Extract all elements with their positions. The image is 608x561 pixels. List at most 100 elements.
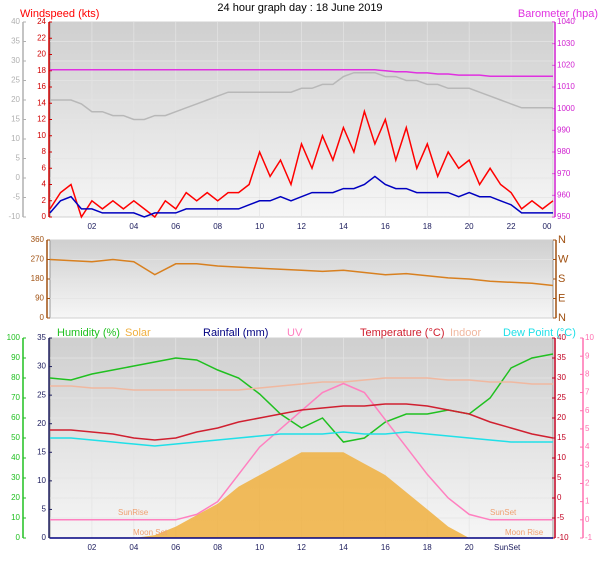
y-tick-label: 0 [40, 313, 45, 322]
y-tick-label: 35 [37, 333, 46, 342]
y-tick-label: 100 [7, 333, 21, 342]
y-tick-label: 8 [42, 147, 47, 156]
y-tick-label: 20 [37, 419, 46, 428]
y-tick-label: 1020 [557, 60, 575, 69]
y-tick-label: 35 [557, 353, 566, 362]
y-tick-label: 25 [37, 390, 46, 399]
x-tick-label: 06 [171, 543, 180, 552]
legend-entry: Solar [125, 327, 151, 339]
x-tick-label: 08 [213, 222, 222, 231]
y-tick-label: E [558, 292, 565, 304]
y-tick-label: 25 [11, 76, 20, 85]
legend-entry: Humidity (%) [57, 327, 120, 339]
y-tick-label: 20 [11, 493, 20, 502]
series-line [50, 377, 553, 391]
y-tick-label: 40 [11, 453, 20, 462]
legend-entry: Barometer (hpa) [518, 8, 598, 20]
series-line [50, 68, 553, 77]
y-tick-label: 40 [557, 333, 566, 342]
series-line [50, 403, 554, 441]
x-tick-label: 02 [87, 222, 96, 231]
y-tick-label: 10 [37, 131, 46, 140]
y-tick-label: 10 [37, 476, 46, 485]
y-tick-label: 3 [585, 460, 590, 469]
x-tick-label: 20 [465, 222, 474, 231]
y-tick-label: 2 [42, 196, 47, 205]
series-line [50, 431, 553, 447]
annotation: SunSet [494, 543, 521, 552]
y-tick-label: 5 [585, 424, 590, 433]
legend-entry: Rainfall (mm) [203, 327, 268, 339]
y-tick-label: 980 [557, 147, 571, 156]
y-tick-label: 360 [31, 235, 45, 244]
y-tick-label: 20 [11, 95, 20, 104]
y-tick-label: 18 [37, 66, 46, 75]
x-tick-label: 00 [543, 222, 552, 231]
y-tick-label: 1030 [557, 39, 575, 48]
annotation: Moon Rise [505, 528, 544, 537]
y-tick-label: 60 [11, 413, 20, 422]
y-tick-label: 1000 [557, 104, 575, 113]
y-tick-label: 10 [557, 453, 566, 462]
y-tick-label: -10 [557, 533, 569, 542]
y-tick-label: 30 [37, 362, 46, 371]
legend-entry: UV [287, 327, 303, 339]
y-tick-label: 1010 [557, 82, 575, 91]
y-tick-label: 10 [585, 333, 594, 342]
x-tick-label: 06 [171, 222, 180, 231]
y-tick-label: 1 [585, 497, 590, 506]
y-tick-label: -5 [13, 193, 21, 202]
y-tick-label: W [558, 253, 569, 265]
y-tick-label: S [558, 273, 565, 285]
legend-entry: Temperature (°C) [360, 327, 444, 339]
y-tick-label: 30 [11, 56, 20, 65]
x-tick-label: 20 [465, 543, 474, 552]
y-tick-label: N [558, 234, 566, 246]
y-tick-label: 24 [37, 17, 46, 26]
x-tick-label: 22 [507, 222, 516, 231]
series-line [49, 175, 553, 218]
y-tick-label: -1 [585, 533, 593, 542]
y-tick-label: 70 [11, 393, 20, 402]
y-tick-label: 10 [11, 134, 20, 143]
legend-entry: Windspeed (kts) [20, 8, 99, 20]
y-tick-label: 0 [557, 493, 562, 502]
y-tick-label: 30 [11, 473, 20, 482]
y-tick-label: 15 [557, 433, 566, 442]
y-tick-label: 15 [11, 115, 20, 124]
y-tick-label: 950 [557, 212, 571, 221]
y-tick-label: 270 [31, 255, 45, 264]
y-tick-label: 2 [585, 479, 590, 488]
y-tick-label: 80 [11, 373, 20, 382]
y-tick-label: 90 [11, 353, 20, 362]
y-tick-label: 40 [11, 17, 20, 26]
solar-area [50, 452, 553, 538]
y-tick-label: 12 [37, 115, 46, 124]
y-tick-label: 7 [585, 388, 590, 397]
y-tick-label: 14 [37, 98, 46, 107]
x-tick-label: 16 [381, 222, 390, 231]
y-tick-label: 180 [31, 274, 45, 283]
y-tick-label: 20 [557, 413, 566, 422]
y-tick-label: 90 [35, 294, 44, 303]
x-tick-label: 12 [297, 222, 306, 231]
y-tick-label: 9 [585, 351, 590, 360]
y-tick-label: 970 [557, 169, 571, 178]
y-tick-label: 35 [11, 37, 20, 46]
x-tick-label: 18 [423, 222, 432, 231]
x-tick-label: 02 [87, 543, 96, 552]
legend-entry: Indoor [450, 327, 482, 339]
x-tick-label: 16 [381, 543, 390, 552]
y-tick-label: 960 [557, 190, 571, 199]
series-line [50, 71, 553, 121]
y-tick-label: 4 [42, 180, 47, 189]
y-tick-label: 20 [37, 50, 46, 59]
y-tick-label: -5 [557, 513, 565, 522]
x-tick-label: 04 [129, 222, 138, 231]
x-tick-label: 14 [339, 222, 348, 231]
y-tick-label: N [558, 312, 566, 324]
y-tick-label: 25 [557, 393, 566, 402]
y-tick-label: 0 [42, 212, 47, 221]
y-tick-label: 1040 [557, 17, 575, 26]
